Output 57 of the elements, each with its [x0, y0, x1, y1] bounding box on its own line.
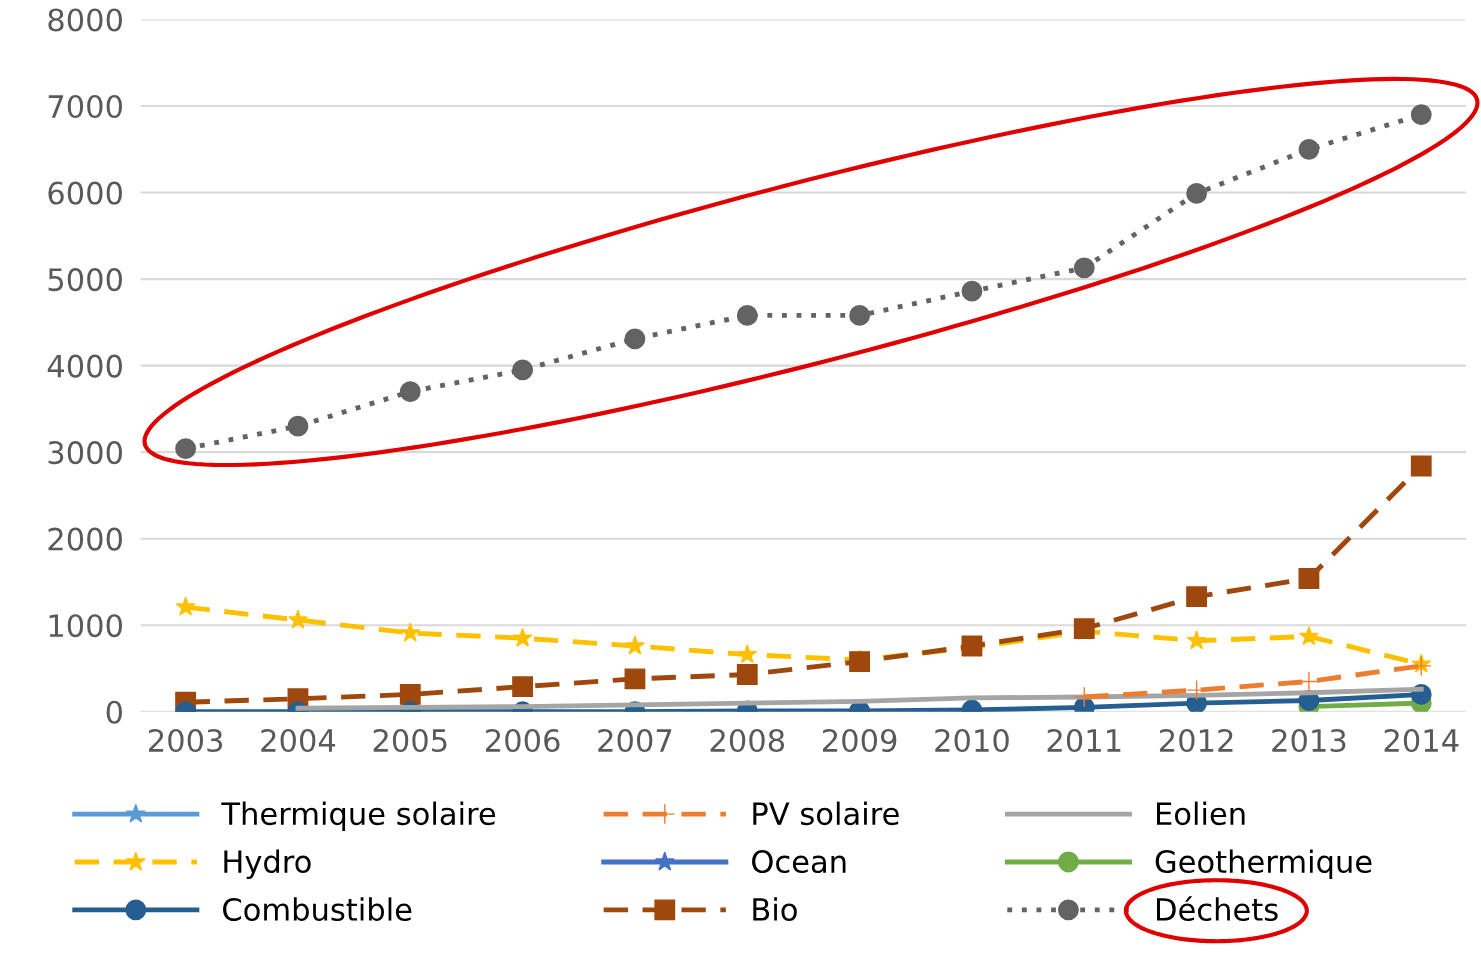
x-tick-label: 2004: [261, 728, 336, 753]
legend-label: Eolien: [1156, 801, 1245, 826]
point: [1298, 568, 1320, 589]
point: [961, 280, 983, 302]
legend-label: Thermique solaire: [221, 801, 496, 832]
y-tick-label: 4000: [47, 354, 122, 378]
point: [399, 381, 421, 403]
point: [1410, 104, 1432, 126]
point: [1186, 630, 1207, 650]
point: [288, 609, 308, 629]
point: [624, 328, 646, 350]
legend-label: Hydro: [224, 849, 311, 880]
x-tick-label: 2013: [1272, 728, 1346, 753]
y-tick-label: 3000: [48, 441, 122, 465]
point: [512, 676, 534, 698]
point: [1410, 455, 1432, 477]
point: [625, 635, 645, 655]
x-tick-label: 2005: [373, 728, 447, 753]
point: [175, 438, 197, 460]
x-tick-label: 2009: [822, 728, 897, 753]
x-tick-label: 2008: [710, 728, 785, 753]
x-tick-label: 2007: [598, 728, 672, 753]
point: [1073, 257, 1095, 279]
x-tick-label: 2011: [1047, 728, 1121, 753]
legend-label: PV solaire: [753, 801, 899, 826]
legend-label: Geothermique: [1155, 849, 1372, 880]
x-tick-label: 2003: [148, 728, 223, 753]
point: [512, 627, 533, 647]
legend-label: Déchets: [1156, 896, 1278, 922]
point: [287, 415, 309, 437]
point: [400, 622, 421, 642]
point: [399, 684, 421, 705]
legend-label: Bio: [753, 897, 797, 922]
point: [624, 668, 646, 690]
point: [175, 596, 196, 616]
x-tick-label: 2010: [935, 728, 1009, 753]
y-tick-label: 0: [106, 700, 122, 724]
y-tick-label: 6000: [48, 181, 122, 205]
point: [736, 664, 758, 685]
point: [1186, 183, 1208, 204]
x-tick-label: 2006: [485, 728, 560, 753]
y-tick-label: 1000: [49, 614, 122, 638]
x-tick-label: 2014: [1384, 728, 1459, 753]
x-tick-label: 2012: [1159, 728, 1233, 753]
legend-label: Combustible: [223, 897, 412, 922]
y-tick-label: 5000: [48, 268, 122, 292]
legend-label: Ocean: [752, 850, 846, 874]
y-tick-label: 7000: [48, 94, 122, 119]
y-tick-label: 8000: [48, 8, 122, 32]
y-tick-label: 2000: [48, 527, 122, 551]
point: [1298, 138, 1320, 160]
point: [849, 305, 871, 326]
point: [1298, 626, 1319, 646]
point: [736, 305, 758, 326]
point: [512, 359, 534, 381]
point: [737, 644, 758, 664]
point: [1186, 586, 1208, 608]
